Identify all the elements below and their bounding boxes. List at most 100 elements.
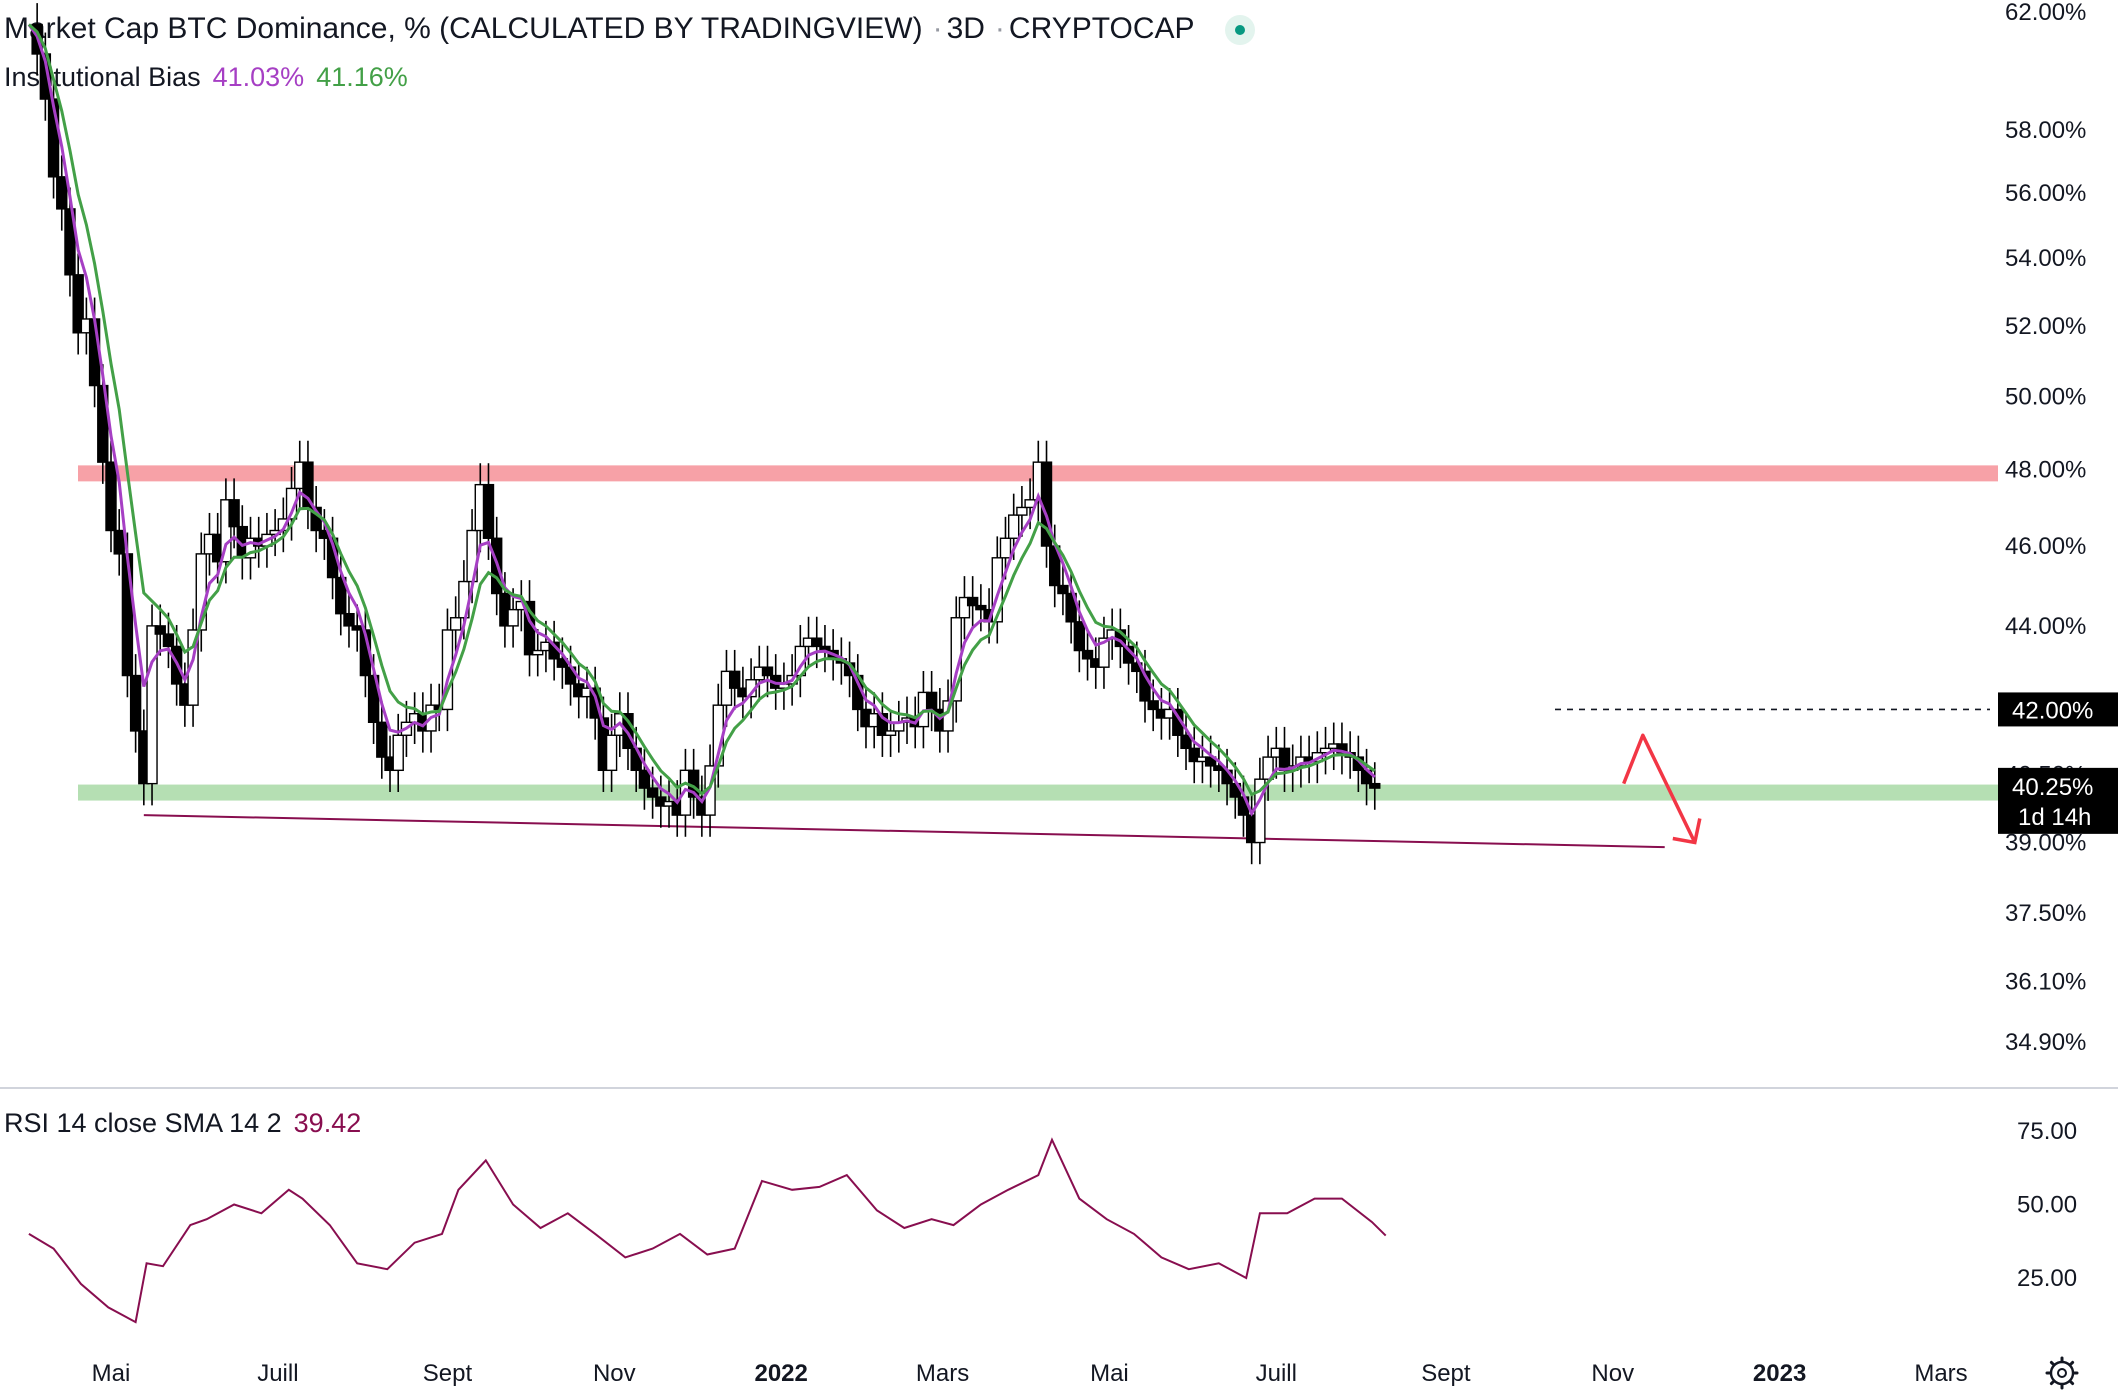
candle-body [958,596,971,619]
time-tick-label: Mai [92,1360,131,1387]
candle [893,700,905,753]
price-tick-label: 50.00% [2005,383,2086,410]
candle [761,645,774,698]
candle [129,654,142,753]
candle-body [1098,637,1110,668]
chart-title: Market Cap BTC Dominance, % (CALCULATED … [4,12,1259,46]
rsi-line[interactable] [28,1137,1387,1324]
candle [376,700,388,779]
candle-body [162,633,175,648]
candle-body [154,625,166,635]
candle [187,608,199,727]
exchange-label: CRYPTOCAP [1008,12,1195,45]
price-tick-label: 56.00% [2005,180,2086,207]
candle-body [646,787,659,798]
candle-body [1073,621,1086,652]
market-status-icon[interactable] [1224,15,1255,46]
candle [1016,486,1028,537]
price-tick-label: 54.00% [2005,245,2086,272]
rsi-name: RSI 14 close SMA 14 2 [4,1108,282,1138]
candle [958,576,971,640]
rsi-legend[interactable]: RSI 14 close SMA 14 2 39.42 [4,1108,361,1139]
candle-body [228,499,240,528]
candle-body [1204,756,1217,767]
price-tick-label: 62.00% [2005,0,2086,26]
candle [1098,616,1110,689]
candle-body [121,553,134,677]
time-axis[interactable]: Mai Juill Sept Nov 2022 Mars Mai Juill Sept Nov 20… [92,1360,1968,1387]
candle-body [56,176,68,210]
candle-body [1057,584,1069,595]
candle [728,649,741,710]
price-markers: 42.00% 40.25% 1d 14h [1998,692,2118,834]
trendline[interactable] [143,814,1665,849]
time-tick-label: Sept [423,1360,473,1387]
interval-label[interactable]: 3D [946,12,985,45]
price-tick-label: 37.50% [2005,900,2086,927]
candle-body [876,713,889,736]
symbol-title[interactable]: Market Cap BTC Dominance, % (CALCULATED … [4,12,923,45]
rsi-tick-label: 25.00 [2017,1265,2077,1292]
price-tick-label: 58.00% [2005,117,2086,144]
price-tick-label: 46.00% [2005,533,2086,560]
candle [1262,735,1274,801]
candle [991,536,1003,644]
rsi-value: 39.42 [293,1108,362,1138]
separator-dot: · [994,12,1005,45]
time-tick-label: Juill [1256,1360,1297,1387]
moving-average-line[interactable] [27,23,1376,817]
candle-body [925,691,938,711]
candle [811,616,823,669]
time-tick-label: 2022 [754,1360,807,1387]
time-tick-label: Sept [1421,1360,1471,1387]
candle-body [392,734,404,772]
candle-body [105,461,117,532]
candle-body [761,666,774,677]
last-price-tag [1998,767,2118,834]
price-axis[interactable]: 62.00% 58.00% 56.00% 54.00% 52.00% 50.00% 48.0… [2005,0,2086,1292]
settings-gear-icon[interactable] [2045,1356,2079,1390]
candle [605,713,618,792]
candle-body [1065,592,1077,623]
candle-body [811,637,823,648]
candle-body [72,274,84,334]
candle [105,440,117,553]
drawings-layer [143,708,1990,849]
candle-body [532,649,544,656]
indicator-value-2: 41.16% [316,62,408,92]
arrow-head [1672,818,1702,845]
moving-average-line[interactable] [27,23,1376,797]
candle-body [1081,649,1094,660]
candle-body [129,674,142,732]
projection-arrow[interactable] [1622,733,1697,844]
candle [1278,726,1291,792]
candle-body [1007,514,1020,539]
candle [975,584,987,632]
candle-body [999,537,1012,559]
candle-body [1262,756,1274,780]
candle-body [507,608,519,627]
candle-body [1369,782,1381,789]
candle-body [187,629,199,706]
candle [507,588,519,648]
price-tick-label: 44.00% [2005,613,2086,640]
price-tick-label: 48.00% [2005,457,2086,484]
time-tick-label: Juill [257,1360,298,1387]
candle [638,748,651,810]
candle [1204,735,1217,788]
candle [1188,726,1200,784]
candle [1180,713,1192,771]
support-zone[interactable] [78,784,1998,801]
candle [162,612,175,669]
indicator-value-1: 41.03% [212,62,305,92]
candle-body [376,721,388,758]
candle-body [1180,734,1192,750]
time-tick-label: 2023 [1753,1360,1806,1387]
candle-body [1016,506,1028,516]
candle-body [343,612,355,627]
rsi-tick-label: 75.00 [2017,1118,2077,1145]
candle [154,604,166,656]
candle [56,155,68,231]
candle [146,604,158,806]
